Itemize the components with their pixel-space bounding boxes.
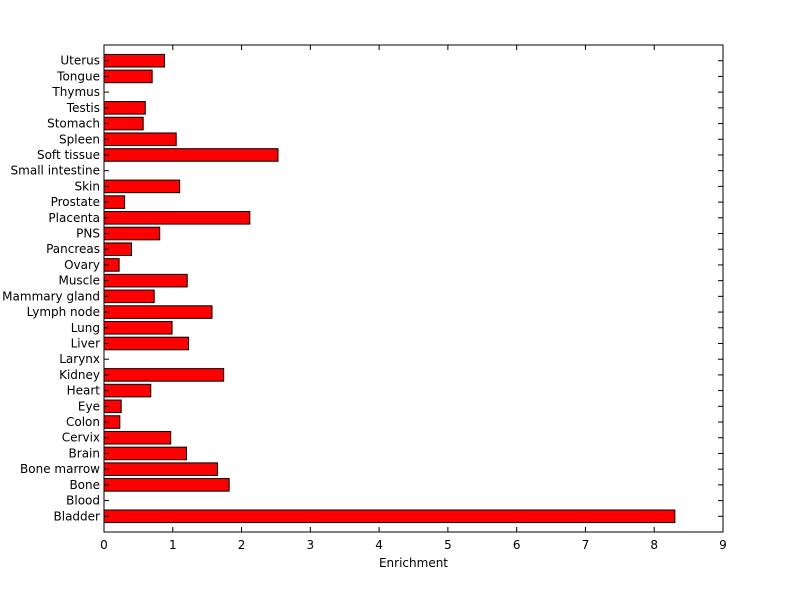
- bar-liver: [103, 336, 190, 351]
- y-tick-label-eye: Eye: [78, 399, 100, 413]
- x-tick-label-7: 7: [582, 538, 590, 552]
- x-tick-label-8: 8: [650, 538, 658, 552]
- y-tick-label-soft-tissue: Soft tissue: [37, 148, 100, 162]
- bar-soft-tissue: [103, 148, 279, 162]
- y-tick-label-blood: Blood: [66, 494, 100, 508]
- bar-bone: [103, 478, 230, 492]
- x-tick-label-5: 5: [444, 538, 452, 552]
- y-tick-label-small-intestine: Small intestine: [11, 164, 100, 178]
- bar-lymph-node: [103, 305, 213, 319]
- x-axis-label: Enrichment: [379, 556, 448, 570]
- x-tick-label-4: 4: [375, 538, 383, 552]
- y-tick-label-spleen: Spleen: [59, 132, 100, 146]
- y-tick-label-pancreas: Pancreas: [46, 242, 100, 256]
- y-tick-label-larynx: Larynx: [59, 352, 100, 366]
- y-tick-label-skin: Skin: [74, 179, 100, 193]
- axes-frame: [103, 44, 724, 533]
- bar-mammary-gland: [103, 289, 155, 304]
- bar-kidney: [103, 368, 225, 382]
- y-tick-label-mammary-gland: Mammary gland: [2, 289, 100, 303]
- y-tick-label-cervix: Cervix: [62, 431, 100, 445]
- bar-heart: [103, 383, 152, 398]
- y-tick-label-liver: Liver: [71, 336, 101, 350]
- bar-bladder: [103, 509, 676, 524]
- y-tick-label-brain: Brain: [69, 446, 100, 460]
- x-tick-label-6: 6: [513, 538, 521, 552]
- y-tick-label-pns: PNS: [76, 227, 100, 241]
- bar-spleen: [103, 132, 177, 147]
- y-tick-label-ovary: Ovary: [64, 258, 100, 272]
- y-tick-label-tongue: Tongue: [56, 69, 100, 83]
- y-tick-label-lymph-node: Lymph node: [27, 305, 100, 319]
- bar-testis: [103, 101, 146, 115]
- bar-bone-marrow: [103, 462, 218, 476]
- y-tick-label-bone: Bone: [69, 478, 100, 492]
- y-tick-label-uterus: Uterus: [60, 54, 100, 68]
- bar-lung: [103, 320, 173, 335]
- y-tick-label-muscle: Muscle: [58, 274, 100, 288]
- y-tick-label-lung: Lung: [71, 321, 100, 335]
- bar-muscle: [103, 273, 188, 288]
- bar-pns: [103, 226, 161, 241]
- x-tick-label-9: 9: [719, 538, 727, 552]
- bar-skin: [103, 179, 181, 194]
- y-tick-label-kidney: Kidney: [59, 368, 100, 382]
- y-tick-label-bone-marrow: Bone marrow: [20, 462, 100, 476]
- x-tick-label-2: 2: [238, 538, 246, 552]
- x-tick-label-1: 1: [169, 538, 177, 552]
- bar-uterus: [103, 53, 166, 68]
- y-tick-label-prostate: Prostate: [51, 195, 100, 209]
- ticks-layer: [103, 45, 724, 532]
- y-tick-label-colon: Colon: [66, 415, 100, 429]
- y-tick-label-thymus: Thymus: [51, 85, 100, 99]
- x-tick-label-0: 0: [100, 538, 108, 552]
- y-tick-label-stomach: Stomach: [47, 117, 100, 131]
- bar-stomach: [103, 116, 144, 131]
- bar-placenta: [103, 211, 251, 225]
- bars-layer: [103, 53, 676, 524]
- x-tick-label-3: 3: [307, 538, 315, 552]
- bar-brain: [103, 446, 188, 461]
- y-tick-label-bladder: Bladder: [54, 509, 101, 523]
- y-tick-label-placenta: Placenta: [48, 211, 100, 225]
- y-tick-label-testis: Testis: [66, 101, 100, 115]
- y-tick-label-heart: Heart: [67, 384, 101, 398]
- bar-tongue: [103, 69, 153, 84]
- bar-cervix: [103, 430, 172, 445]
